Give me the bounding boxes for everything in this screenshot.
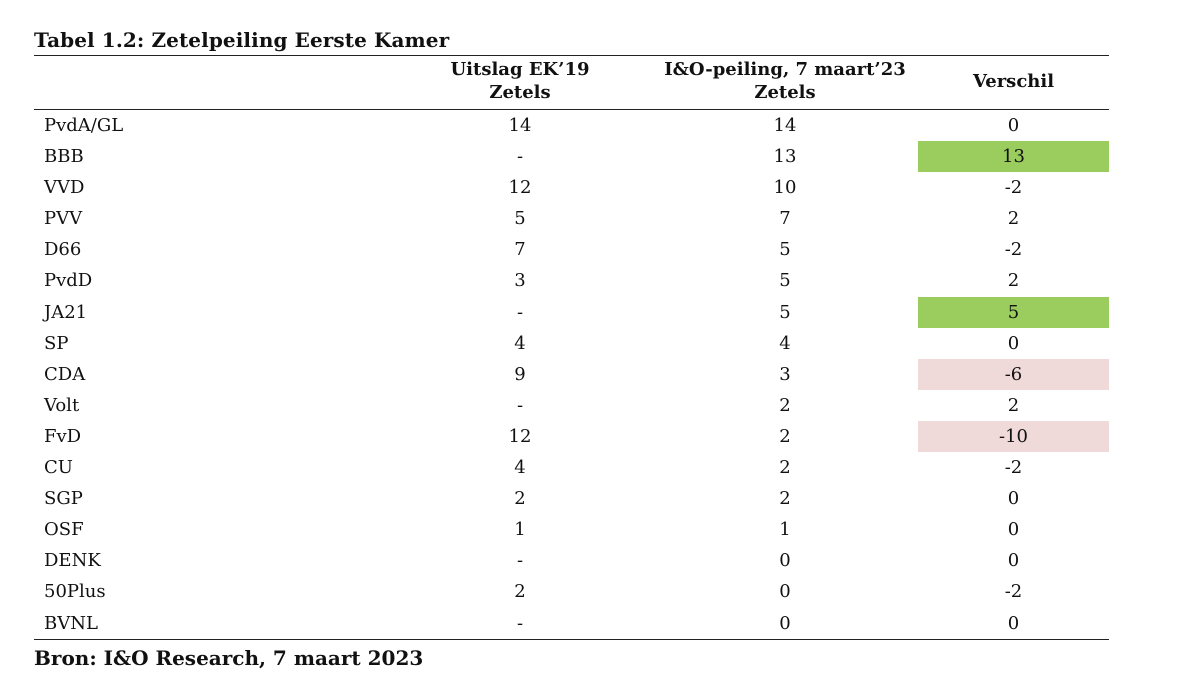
top-rule [34,55,1109,56]
party-cell: FvD [44,425,82,447]
party-cell: BBB [44,146,84,168]
ek19-cell: 3 [514,270,526,292]
verschil-cell: -2 [1004,581,1023,603]
header-rule [34,109,1109,110]
peiling-cell: 2 [779,488,791,510]
header-verschil: Verschil [918,70,1109,120]
table-row: 50Plus 2 0 -2 [0,576,1200,607]
verschil-cell: -2 [1004,239,1023,261]
party-cell: Volt [44,394,80,416]
party-cell: BVNL [44,612,98,634]
ek19-cell: 2 [514,581,526,603]
source-note: Bron: I&O Research, 7 maart 2023 [34,646,424,670]
peiling-cell: 5 [779,301,791,323]
table-row: PvdD 3 5 2 [0,265,1200,296]
verschil-cell: 2 [1007,394,1020,416]
party-cell: VVD [44,177,85,199]
party-cell: PvdD [44,270,93,292]
verschil-cell: 13 [918,141,1109,173]
header-uitslag-ek19-line1: Uitslag EK’19 [450,59,590,80]
verschil-cell: -6 [918,358,1109,390]
bottom-rule [34,639,1109,640]
ek19-cell: 12 [508,425,532,447]
ek19-cell: - [516,146,524,168]
verschil-cell: 0 [1007,550,1020,572]
ek19-cell: 4 [514,457,526,479]
party-cell: JA21 [44,301,88,323]
header-peiling-line1: I&O-peiling, 7 maart’23 [664,59,906,80]
verschil-cell: 0 [1007,612,1020,634]
party-cell: CU [44,457,73,479]
ek19-cell: - [516,550,524,572]
verschil-cell: -10 [918,420,1109,452]
table-row: CDA 9 3 -6 [0,358,1200,390]
peiling-cell: 0 [779,550,791,572]
verschil-cell: 0 [1007,115,1020,136]
header-peiling-line2: Zetels [754,82,816,103]
header-uitslag-ek19: Uitslag EK’19 Zetels [430,58,610,108]
ek19-cell: 14 [508,115,532,136]
ek19-cell: 9 [514,363,526,385]
party-cell: SP [44,332,69,354]
table-row: JA21 - 5 5 [0,296,1200,328]
table-row: BVNL - 0 0 [0,608,1200,639]
header-peiling: I&O-peiling, 7 maart’23 Zetels [640,58,930,108]
peiling-cell: 13 [773,146,797,168]
party-cell: DENK [44,550,101,572]
party-cell: PvdA/GL [44,115,124,136]
peiling-cell: 2 [779,457,791,479]
ek19-cell: - [516,394,524,416]
table-row: Volt - 2 2 [0,390,1200,421]
ek19-cell: - [516,612,524,634]
peiling-cell: 0 [779,612,791,634]
party-cell: 50Plus [44,581,106,603]
party-cell: PVV [44,208,83,230]
table-row: PVV 5 7 2 [0,203,1200,234]
verschil-cell: 0 [1007,332,1020,354]
peiling-cell: 0 [779,581,791,603]
party-cell: D66 [44,239,82,261]
table-title: Tabel 1.2: Zetelpeiling Eerste Kamer [34,28,450,52]
table-row: VVD 12 10 -2 [0,172,1200,203]
party-cell: OSF [44,519,84,541]
party-cell: SGP [44,488,83,510]
verschil-cell: 5 [918,296,1109,328]
table-row: D66 7 5 -2 [0,234,1200,265]
peiling-cell: 1 [779,519,791,541]
verschil-cell: -2 [1004,457,1023,479]
ek19-cell: 4 [514,332,526,354]
peiling-cell: 5 [779,239,791,261]
peiling-cell: 2 [779,425,791,447]
verschil-cell: -2 [1004,177,1023,199]
verschil-cell: 0 [1007,519,1020,541]
table-row: SP 4 4 0 [0,328,1200,359]
ek19-cell: 2 [514,488,526,510]
header-verschil-label: Verschil [972,71,1055,92]
peiling-cell: 10 [773,177,797,199]
ek19-cell: 5 [514,208,526,230]
verschil-cell: 2 [1007,270,1020,292]
peiling-cell: 3 [779,363,791,385]
verschil-cell: 0 [1007,488,1020,510]
peiling-cell: 2 [779,394,791,416]
table-row: FvD 12 2 -10 [0,420,1200,452]
table-row: PvdA/GL 14 14 0 [0,110,1200,141]
header-uitslag-ek19-line2: Zetels [489,82,551,103]
peiling-cell: 7 [779,208,791,230]
table-row: DENK - 0 0 [0,545,1200,576]
party-cell: CDA [44,363,86,385]
table-row: CU 4 2 -2 [0,452,1200,483]
ek19-cell: 1 [514,519,526,541]
table-row: OSF 1 1 0 [0,514,1200,545]
ek19-cell: 12 [508,177,532,199]
peiling-cell: 4 [779,332,791,354]
peiling-cell: 14 [773,115,797,136]
table-body: PvdA/GL 14 14 0 BBB -13 13 VVD 12 10 -2 PVV 5 7 2 D66 7 5… [0,110,1200,639]
table-row: SGP 2 2 0 [0,483,1200,514]
verschil-cell: 2 [1007,208,1020,230]
table-row: BBB - 13 13 [0,141,1200,173]
peiling-cell: 5 [779,270,791,292]
ek19-cell: - [516,301,524,323]
ek19-cell: 7 [514,239,526,261]
